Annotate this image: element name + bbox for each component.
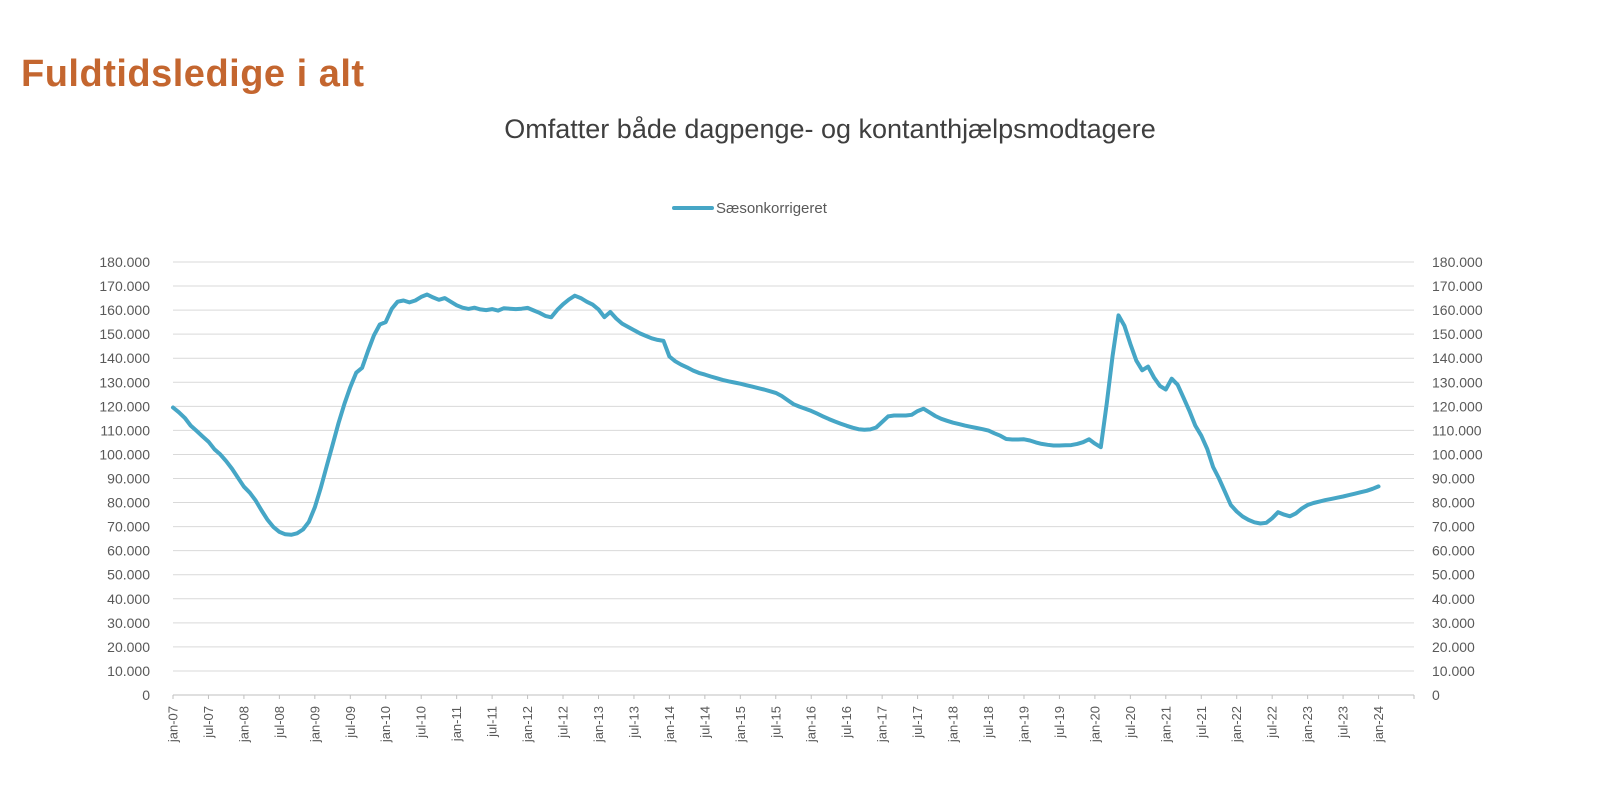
y-axis-label-left: 130.000 [99, 374, 150, 390]
y-axis-label-right: 40.000 [1432, 591, 1475, 607]
y-axis-label-right: 20.000 [1432, 639, 1475, 655]
y-axis-label-left: 90.000 [107, 471, 150, 487]
y-axis-label-left: 100.000 [99, 446, 150, 462]
x-axis-label: jul-11 [485, 706, 500, 738]
x-axis-label: jan-21 [1158, 706, 1173, 743]
y-axis-label-right: 0 [1432, 687, 1440, 703]
x-axis-label: jan-24 [1371, 706, 1386, 743]
y-axis-label-right: 170.000 [1432, 278, 1483, 294]
y-axis-label-right: 130.000 [1432, 374, 1483, 390]
x-axis-label: jan-13 [591, 706, 606, 743]
x-axis-label: jul-10 [414, 706, 429, 739]
x-axis-label: jul-16 [839, 706, 854, 739]
y-axis-label-left: 170.000 [99, 278, 150, 294]
chart-title: Omfatter både dagpenge- og kontanthjælps… [504, 114, 1156, 144]
y-axis-label-right: 140.000 [1432, 350, 1483, 366]
y-axis-label-right: 70.000 [1432, 519, 1475, 535]
y-axis-label-right: 160.000 [1432, 302, 1483, 318]
x-axis-label: jul-22 [1265, 706, 1280, 739]
y-axis-label-left: 60.000 [107, 543, 150, 559]
x-axis-label: jan-19 [1016, 706, 1031, 743]
x-axis-label: jul-21 [1194, 706, 1209, 739]
x-axis-label: jul-20 [1123, 706, 1138, 739]
x-axis-label: jan-15 [733, 706, 748, 743]
x-axis-label: jan-14 [662, 706, 677, 743]
x-axis-label: jan-08 [236, 706, 251, 743]
y-axis-label-left: 20.000 [107, 639, 150, 655]
x-axis-label: jan-20 [1087, 706, 1102, 743]
x-axis-label: jan-17 [875, 706, 890, 743]
y-axis-label-left: 120.000 [99, 398, 150, 414]
y-axis-label-left: 80.000 [107, 495, 150, 511]
x-axis-label: jul-19 [1052, 706, 1067, 739]
y-axis-label-right: 90.000 [1432, 471, 1475, 487]
x-axis-label: jul-17 [910, 706, 925, 739]
page-title: Fuldtidsledige i alt [21, 53, 365, 96]
x-axis-label: jul-09 [343, 706, 358, 739]
x-axis-label: jan-12 [520, 706, 535, 743]
x-axis-label: jan-18 [946, 706, 961, 743]
legend-line-swatch-icon [672, 206, 714, 210]
y-axis-label-left: 10.000 [107, 663, 150, 679]
x-axis-label: jan-22 [1229, 706, 1244, 743]
legend: Sæsonkorrigeret [672, 199, 827, 217]
x-axis-label: jan-10 [378, 706, 393, 743]
y-axis-label-left: 140.000 [99, 350, 150, 366]
y-axis-label-right: 80.000 [1432, 495, 1475, 511]
x-axis-label: jul-23 [1336, 706, 1351, 739]
x-axis-label: jul-08 [272, 706, 287, 739]
x-axis-label: jan-07 [166, 706, 181, 743]
x-axis-label: jul-12 [556, 706, 571, 739]
y-axis-label-left: 180.000 [99, 254, 150, 270]
data-line-saesonkorrigeret [171, 292, 1381, 537]
x-axis-label: jan-23 [1300, 706, 1315, 743]
y-axis-label-right: 10.000 [1432, 663, 1475, 679]
y-axis-label-right: 60.000 [1432, 543, 1475, 559]
x-axis-label: jan-11 [449, 706, 464, 742]
x-axis-label: jul-13 [626, 706, 641, 739]
y-axis-label-left: 70.000 [107, 519, 150, 535]
y-axis-label-right: 120.000 [1432, 398, 1483, 414]
y-axis-label-right: 180.000 [1432, 254, 1483, 270]
x-axis-label: jul-15 [768, 706, 783, 739]
legend-label: Sæsonkorrigeret [716, 199, 827, 217]
x-axis-label: jan-09 [307, 706, 322, 743]
y-axis-label-left: 30.000 [107, 615, 150, 631]
y-axis-label-right: 50.000 [1432, 567, 1475, 583]
y-axis-label-right: 30.000 [1432, 615, 1475, 631]
x-axis-label: jul-07 [201, 706, 216, 739]
x-axis-label: jan-16 [804, 706, 819, 743]
y-axis-label-right: 150.000 [1432, 326, 1483, 342]
y-axis-label-left: 40.000 [107, 591, 150, 607]
y-axis-label-left: 150.000 [99, 326, 150, 342]
x-axis-label: jul-14 [697, 706, 712, 739]
y-axis-label-right: 110.000 [1432, 422, 1482, 438]
y-axis-label-left: 160.000 [99, 302, 150, 318]
y-axis-label-left: 50.000 [107, 567, 150, 583]
x-axis-label: jul-18 [981, 706, 996, 739]
y-axis-label-right: 100.000 [1432, 446, 1483, 462]
y-axis-label-left: 110.000 [100, 422, 150, 438]
y-axis-label-left: 0 [142, 687, 150, 703]
